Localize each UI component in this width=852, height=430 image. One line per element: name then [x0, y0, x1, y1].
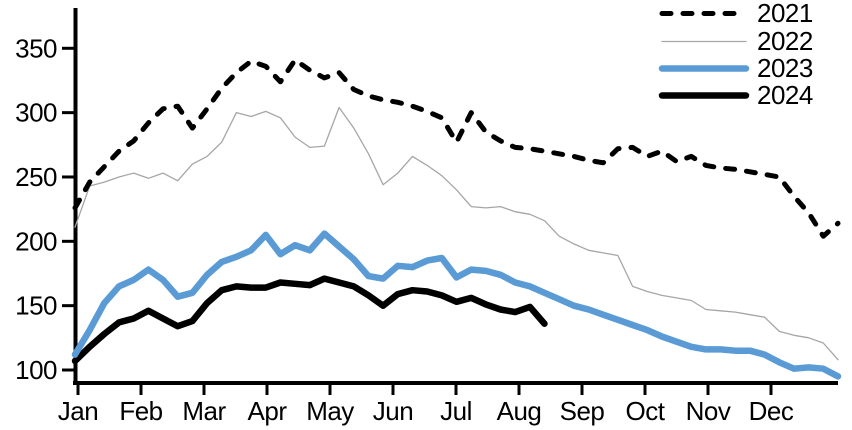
- y-axis-tick-label: 350: [15, 33, 57, 63]
- x-axis-tick-label: Aug: [497, 396, 542, 426]
- legend-line-sample-2024: [658, 82, 750, 109]
- legend-line-sample-2021: [658, 0, 750, 27]
- x-axis-tick-label: Jun: [373, 396, 413, 426]
- series-line-2023: [71, 230, 842, 380]
- series-line-2024: [71, 275, 548, 365]
- legend-line-glyph: [658, 65, 750, 72]
- legend-label-2023: 2023: [757, 52, 813, 83]
- legend-item-2021: 2021: [658, 0, 813, 27]
- legend-line-sample-2022: [658, 28, 750, 55]
- x-axis-tick-label: Mar: [182, 396, 226, 426]
- legend: 2021 2022 2023 2024: [658, 0, 813, 110]
- y-axis-tick-label: 300: [15, 98, 57, 128]
- x-axis-tick-label: Oct: [626, 396, 666, 426]
- x-axis-tick-label: Apr: [248, 396, 288, 426]
- legend-label-2022: 2022: [757, 25, 813, 56]
- legend-line-glyph: [658, 92, 750, 100]
- y-axis-tick-label: 250: [15, 162, 57, 192]
- legend-item-2022: 2022: [658, 27, 813, 54]
- legend-line-glyph: [659, 11, 749, 17]
- x-axis-tick-label: Feb: [119, 396, 162, 426]
- legend-line-sample-2023: [658, 55, 750, 82]
- x-axis-tick-label: Nov: [686, 396, 731, 426]
- x-axis-tick-label: Dec: [749, 396, 794, 426]
- y-axis-tick-label: 150: [15, 291, 57, 321]
- legend-item-2023: 2023: [658, 52, 813, 83]
- x-axis-tick-label: Jan: [58, 396, 98, 426]
- x-axis-tick-label: Jul: [440, 396, 472, 426]
- legend-line-glyph: [661, 40, 747, 42]
- x-axis-tick-label: Sep: [560, 396, 605, 426]
- x-axis-tick-label: May: [306, 396, 354, 426]
- series-line-2021: [72, 57, 841, 239]
- y-axis-tick-label: 100: [15, 355, 57, 385]
- y-axis-tick-label: 200: [15, 226, 57, 256]
- series-line-2022: [74, 106, 839, 361]
- legend-item-2024: 2024: [658, 82, 813, 109]
- legend-label-2024: 2024: [757, 80, 813, 111]
- legend-label-2021: 2021: [757, 0, 813, 29]
